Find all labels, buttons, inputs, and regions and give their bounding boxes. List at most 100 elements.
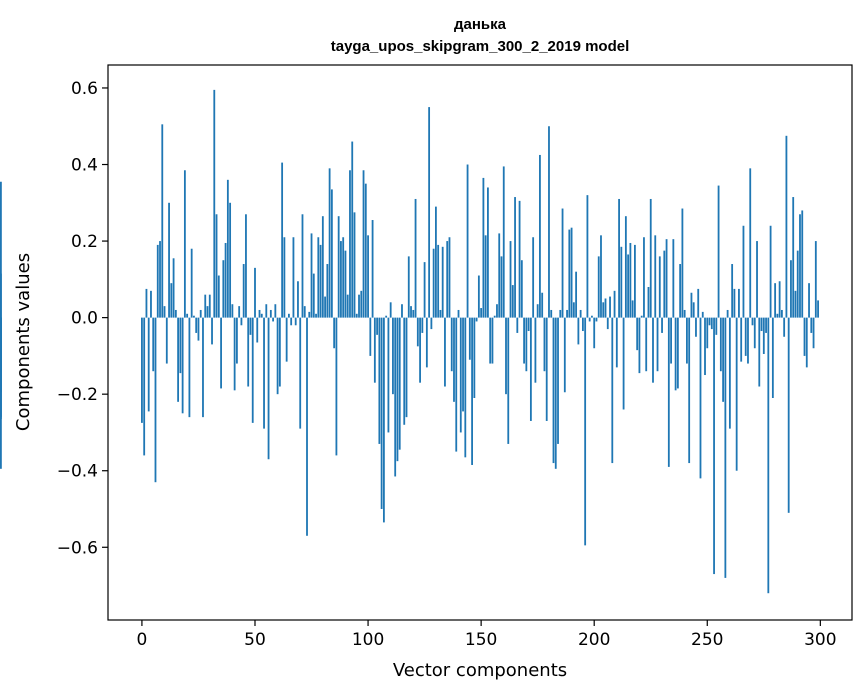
bar-238 xyxy=(679,264,682,318)
x-tick-label: 50 xyxy=(244,630,266,650)
bar-232 xyxy=(665,239,668,318)
bar-289 xyxy=(794,290,797,318)
bar-98 xyxy=(362,170,365,318)
bar-196 xyxy=(584,317,587,546)
bar-5 xyxy=(152,317,155,372)
bar-177 xyxy=(541,292,544,318)
bar-77 xyxy=(315,313,317,318)
bar-8 xyxy=(159,241,161,318)
bar-54 xyxy=(263,317,265,429)
x-tick-label: 300 xyxy=(804,630,836,650)
bar-116 xyxy=(403,317,406,425)
bar-150 xyxy=(480,308,483,318)
bar-38 xyxy=(226,179,229,318)
bar-181 xyxy=(550,309,553,318)
bar-215 xyxy=(627,254,630,318)
bar-270 xyxy=(751,317,754,326)
bar-70 xyxy=(299,317,302,429)
bar-130 xyxy=(435,206,437,318)
bar-18 xyxy=(181,317,184,414)
bar-242 xyxy=(688,317,691,464)
bar-167 xyxy=(518,200,521,318)
bar-163 xyxy=(509,241,512,318)
bar-120 xyxy=(412,309,415,318)
bar-96 xyxy=(358,294,360,318)
bar-100 xyxy=(367,235,369,318)
bar-162 xyxy=(507,317,510,444)
bar-126 xyxy=(425,317,428,368)
bar-253 xyxy=(713,317,715,575)
bar-295 xyxy=(808,283,810,318)
x-tick-label: 150 xyxy=(465,630,497,650)
bar-12 xyxy=(168,202,170,318)
bar-272 xyxy=(756,241,758,318)
bar-28 xyxy=(204,294,207,318)
bar-52 xyxy=(258,309,261,318)
bar-9 xyxy=(161,124,164,318)
bar-32 xyxy=(213,89,216,318)
bar-45 xyxy=(242,264,245,318)
bar-3 xyxy=(147,317,150,412)
bar-97 xyxy=(360,290,363,318)
bar-198 xyxy=(588,317,591,322)
bar-undefined xyxy=(0,181,2,318)
x-tick-label: 200 xyxy=(578,630,610,650)
bar-275 xyxy=(762,317,765,354)
bar-56 xyxy=(267,317,270,460)
bar-102 xyxy=(371,220,374,318)
bar-182 xyxy=(552,317,555,464)
bar-225 xyxy=(649,198,652,318)
bar-205 xyxy=(604,298,607,318)
y-tick-label: −0.4 xyxy=(57,462,98,482)
bar-188 xyxy=(566,309,568,318)
bar-43 xyxy=(238,306,241,318)
bar-99 xyxy=(364,183,367,318)
bar-296 xyxy=(810,317,813,333)
y-tick-label: 0.4 xyxy=(71,156,98,176)
bar-283 xyxy=(780,309,783,318)
bar-35 xyxy=(220,317,222,389)
bar-254 xyxy=(715,317,718,335)
bar-158 xyxy=(498,233,501,318)
bar-146 xyxy=(471,317,473,465)
bar-127 xyxy=(428,107,431,318)
bar-23 xyxy=(193,315,195,318)
bar-20 xyxy=(186,313,189,318)
bar-48 xyxy=(249,317,252,335)
bar-103 xyxy=(373,317,376,383)
bar-229 xyxy=(658,256,661,318)
plot-area-frame xyxy=(107,64,853,621)
bar-227 xyxy=(654,235,657,318)
bar-199 xyxy=(591,315,593,318)
bar-36 xyxy=(222,260,225,318)
bar-203 xyxy=(600,235,602,318)
bar-50 xyxy=(254,267,256,318)
bar-61 xyxy=(278,317,281,387)
bar-7 xyxy=(156,244,159,318)
bar-281 xyxy=(776,313,779,318)
bar-83 xyxy=(328,168,331,318)
bar-164 xyxy=(511,285,514,318)
bar-124 xyxy=(421,317,424,333)
bar-168 xyxy=(520,260,523,318)
bar-106 xyxy=(380,317,383,509)
bar-44 xyxy=(240,317,243,326)
bar-149 xyxy=(477,275,480,318)
x-axis-ticks: 0 50 100 150 200 250 300 xyxy=(137,620,837,650)
bar-228 xyxy=(656,317,659,372)
bar-40 xyxy=(231,304,234,318)
bar-233 xyxy=(667,317,670,467)
bar-108 xyxy=(385,315,388,318)
bar-237 xyxy=(676,317,679,389)
bar-31 xyxy=(211,317,213,345)
bar-267 xyxy=(744,317,747,356)
bar-185 xyxy=(559,309,562,318)
bar-202 xyxy=(597,256,600,318)
bar-204 xyxy=(602,302,605,318)
x-axis-label: Vector components xyxy=(393,660,567,681)
bar-209 xyxy=(613,290,616,318)
bar-88 xyxy=(340,241,342,318)
bar-117 xyxy=(405,317,408,418)
bar-33 xyxy=(215,214,218,318)
bar-259 xyxy=(726,309,729,318)
